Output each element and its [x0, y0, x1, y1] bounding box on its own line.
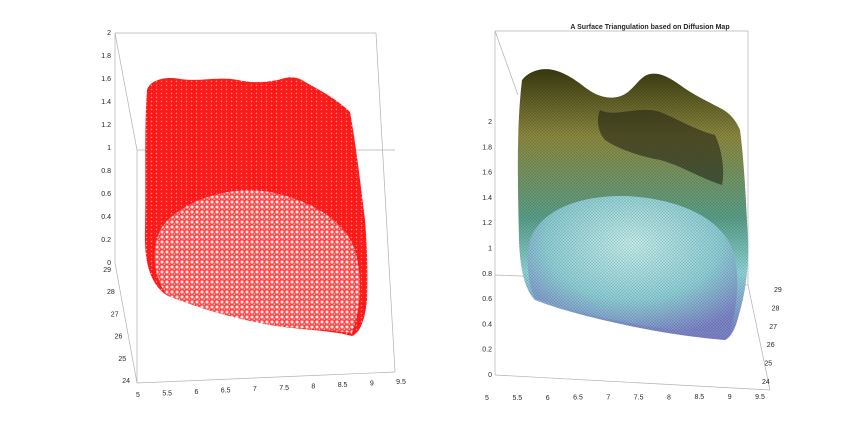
right-x-tick-label: 5.5 [512, 395, 522, 402]
right-z-tick-label: 1.2 [482, 220, 492, 227]
surface-title: A Surface Triangulation based on Diffusi… [570, 24, 729, 31]
surface-dark-ridges [597, 109, 724, 185]
right-y-tick-labels: 24 25 26 27 28 29 [762, 287, 782, 386]
left-z-tick-label: 1.8 [101, 53, 111, 60]
right-z-tick-label: 0.2 [482, 347, 492, 354]
right-x-tick-label: 8 [667, 394, 671, 401]
left-z-tick-label: 2 [107, 30, 111, 37]
right-z-tick-label: 1 [488, 246, 492, 253]
left-x-tick-label: 7.5 [279, 385, 289, 392]
left-z-tick-labels: 0 0.2 0.4 0.6 0.8 1 1.2 1.4 1.6 1.8 2 [101, 30, 111, 267]
left-x-tick-label: 9.5 [396, 379, 406, 386]
right-x-tick-label: 7 [606, 395, 610, 402]
right-z-tick-label: 1.4 [482, 195, 492, 202]
right-z-tick-label: 1.8 [482, 144, 492, 151]
left-y-tick-label: 24 [122, 378, 130, 385]
left-x-tick-label: 5.5 [162, 391, 172, 398]
point-cloud-plot: 0 0.2 0.4 0.6 0.8 1 1.2 1.4 1.6 1.8 2 24 25 26 27 28 29… [0, 0, 430, 428]
right-x-tick-label: 9 [728, 394, 732, 401]
left-y-tick-labels: 24 25 26 27 28 29 [103, 267, 130, 385]
left-z-tick-label: 1 [107, 145, 111, 152]
right-y-tick-label: 29 [774, 287, 782, 294]
right-x-tick-label: 5 [485, 395, 489, 402]
right-x-tick-label: 7.5 [634, 394, 644, 401]
left-z-tick-label: 0.4 [101, 214, 111, 221]
surface-svg: A Surface Triangulation based on Diffusi… [482, 24, 782, 402]
left-y-tick-label: 25 [118, 356, 126, 363]
point-cloud-svg: 0 0.2 0.4 0.6 0.8 1 1.2 1.4 1.6 1.8 2 24 25 26 27 28 29… [101, 30, 406, 399]
left-z-tick-label: 0.8 [101, 168, 111, 175]
right-z-tick-label: 0.8 [482, 271, 492, 278]
left-x-tick-label: 6 [194, 389, 198, 396]
left-z-tick-label: 1.4 [101, 99, 111, 106]
left-x-tick-label: 5 [136, 392, 140, 399]
left-y-tick-label: 26 [115, 334, 123, 341]
right-z-tick-label: 0 [488, 372, 492, 379]
left-x-tick-label: 6.5 [221, 388, 231, 395]
right-y-tick-label: 24 [762, 379, 770, 386]
right-x-tick-label: 6 [546, 395, 550, 402]
point-cloud-marks [144, 77, 368, 336]
left-z-tick-label: 0 [107, 260, 111, 267]
left-x-tick-label: 8.5 [338, 382, 348, 389]
left-z-tick-label: 1.6 [101, 76, 111, 83]
right-x-tick-labels: 5 5.5 6 6.5 7 7.5 8 8.5 9 9.5 [485, 394, 765, 402]
left-z-tick-label: 1.2 [101, 122, 111, 129]
point-cloud-lower-bowl [154, 190, 360, 333]
right-y-tick-label: 28 [772, 305, 780, 312]
surface-mesh-overlay [517, 69, 749, 341]
right-z-tick-labels: 0 0.2 0.4 0.6 0.8 1 1.2 1.4 1.6 1.8 2 [482, 119, 492, 379]
right-x-tick-label: 8.5 [694, 394, 704, 401]
left-axes-box [114, 32, 396, 384]
right-y-tick-label: 26 [767, 342, 775, 349]
right-y-tick-label: 27 [769, 324, 777, 331]
right-z-tick-label: 2 [488, 119, 492, 126]
left-z-tick-label: 0.2 [101, 237, 111, 244]
right-z-tick-label: 0.6 [482, 296, 492, 303]
left-x-tick-label: 8 [311, 383, 315, 390]
surface-plot: A Surface Triangulation based on Diffusi… [430, 0, 860, 428]
left-x-tick-label: 9 [370, 380, 374, 387]
left-y-tick-label: 29 [103, 267, 111, 274]
left-y-tick-label: 27 [111, 311, 119, 318]
left-y-tick-label: 28 [107, 289, 115, 296]
right-x-tick-label: 6.5 [573, 395, 583, 402]
right-y-tick-label: 25 [764, 361, 772, 368]
left-z-tick-label: 0.6 [101, 191, 111, 198]
right-x-tick-label: 9.5 [755, 394, 765, 401]
right-z-tick-label: 0.4 [482, 321, 492, 328]
surface-marks [517, 69, 749, 341]
right-z-tick-label: 1.6 [482, 170, 492, 177]
left-x-tick-labels: 5 5.5 6 6.5 7 7.5 8 8.5 9 9.5 [136, 379, 406, 399]
left-x-tick-label: 7 [253, 386, 257, 393]
